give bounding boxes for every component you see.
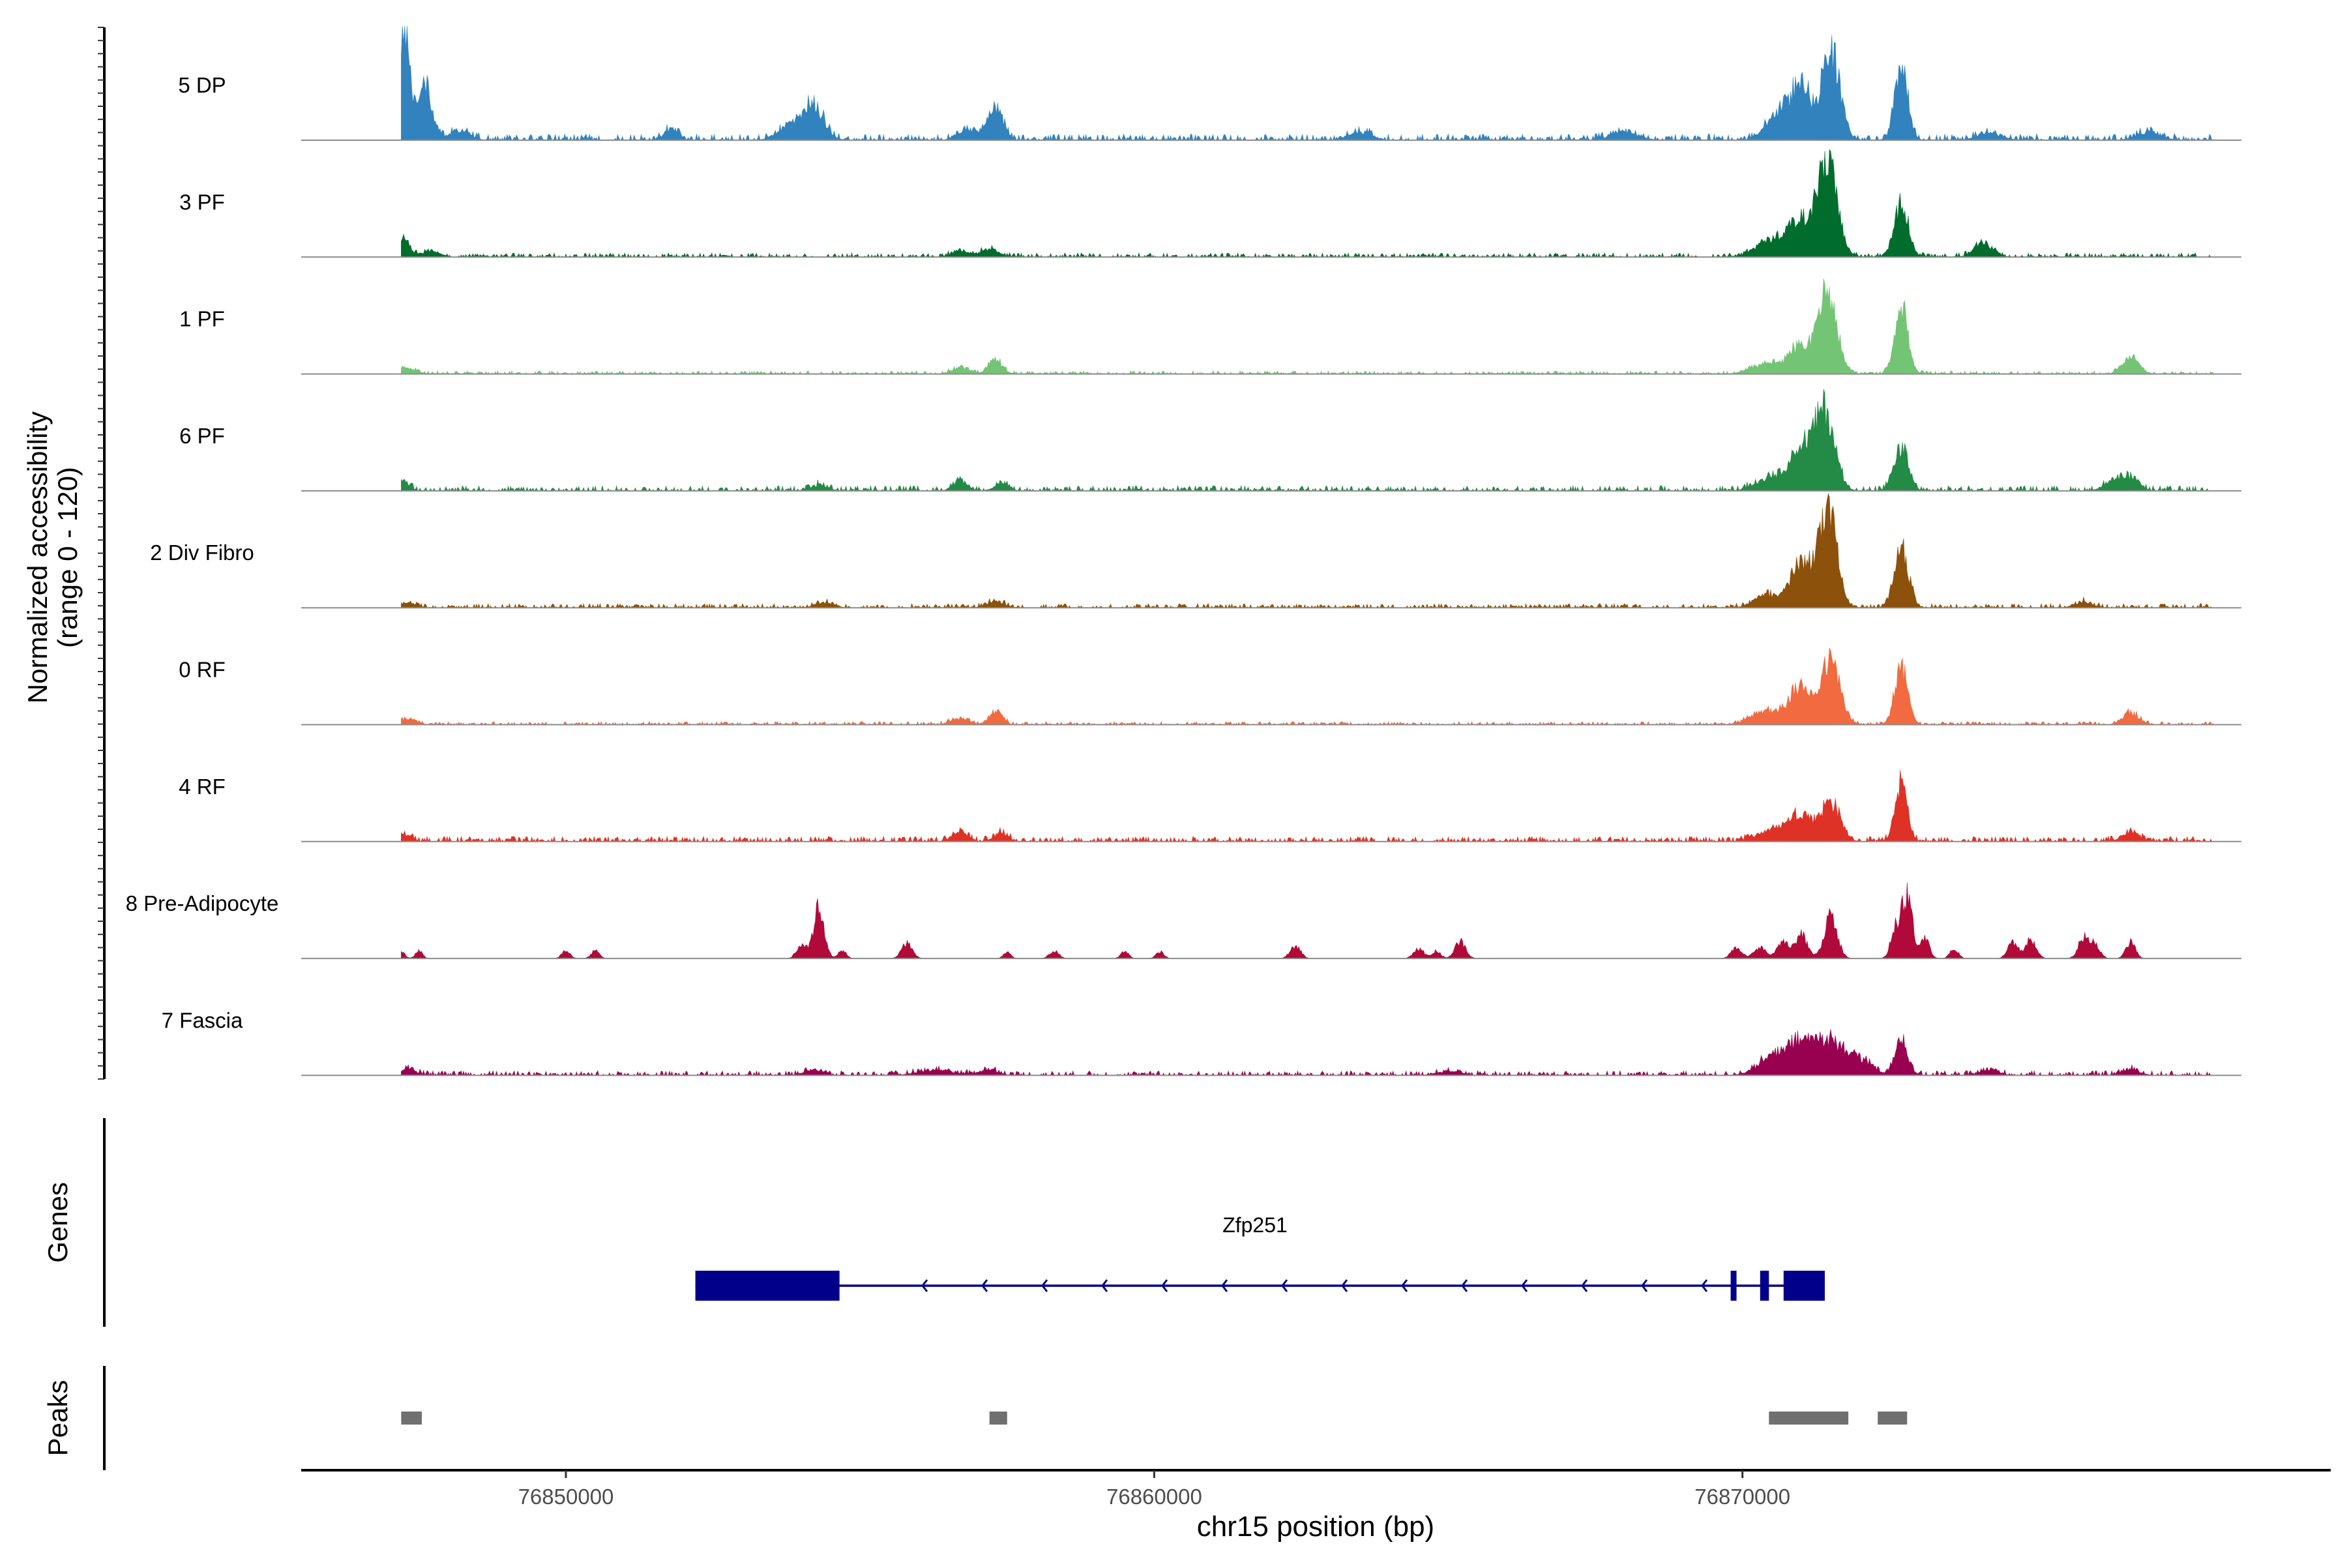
strand-arrow: [1521, 1279, 1528, 1292]
track-label: 0 RF: [179, 658, 226, 682]
coverage-area: [401, 1029, 2213, 1076]
strand-arrow: [1041, 1279, 1048, 1292]
strand-arrow: [1161, 1279, 1168, 1292]
strand-arrow: [1101, 1279, 1108, 1292]
track-label: 7 Fascia: [162, 1008, 243, 1032]
strand-arrow: [1221, 1279, 1228, 1292]
x-tick-label: 76860000: [1106, 1485, 1202, 1509]
track-label: 8 Pre-Adipocyte: [126, 891, 279, 915]
gene-exon: [695, 1271, 840, 1301]
track-5-dp: 5 DP: [178, 25, 2241, 141]
coverage-area: [401, 770, 2213, 842]
y-axis: [98, 27, 106, 1080]
gene-exon: [1783, 1271, 1825, 1301]
peak-region: [1769, 1412, 1849, 1425]
x-axis-title: chr15 position (bp): [1197, 1511, 1434, 1543]
strand-arrow: [981, 1279, 988, 1292]
track-4-rf: 4 RF: [179, 770, 2241, 842]
strand-arrow: [921, 1279, 928, 1292]
track-1-pf: 1 PF: [179, 278, 2241, 375]
strand-arrow: [1461, 1279, 1468, 1292]
strand-arrow: [1581, 1279, 1588, 1292]
x-tick-label: 76870000: [1694, 1485, 1790, 1509]
gene-exon: [1760, 1271, 1769, 1301]
strand-arrow: [1401, 1279, 1408, 1292]
y-axis-label-line2: (range 0 - 120): [52, 467, 83, 648]
coverage-area: [401, 882, 2213, 959]
track-label: 6 PF: [179, 424, 225, 448]
track-3-pf: 3 PF: [179, 149, 2241, 258]
peak-region: [1878, 1412, 1908, 1425]
gene-track: Zfp251: [695, 1213, 1825, 1301]
coverage-area: [401, 493, 2213, 609]
coverage-area: [401, 149, 2213, 258]
track-6-pf: 6 PF: [179, 389, 2241, 492]
peaks-track: [401, 1412, 1908, 1425]
strand-arrow: [1341, 1279, 1348, 1292]
peak-region: [989, 1412, 1007, 1425]
track-label: 3 PF: [179, 190, 225, 214]
peaks-label: Peaks: [42, 1380, 73, 1457]
peak-region: [401, 1412, 422, 1425]
track-label: 4 RF: [179, 775, 226, 799]
track-0-rf: 0 RF: [179, 647, 2241, 726]
gene-exon: [1730, 1271, 1737, 1301]
coverage-area: [401, 278, 2213, 375]
track-8-pre-adipocyte: 8 Pre-Adipocyte: [126, 882, 2241, 960]
coverage-area: [401, 389, 2213, 492]
strand-arrow: [1641, 1279, 1648, 1292]
strand-arrow: [1701, 1279, 1708, 1292]
track-label: 2 Div Fibro: [150, 540, 254, 565]
track-label: 5 DP: [178, 73, 226, 97]
y-axis-label-line1: Normalized accessibility: [22, 411, 53, 703]
x-tick-label: 76850000: [518, 1485, 614, 1509]
gene-name: Zfp251: [1222, 1213, 1288, 1237]
genes-label: Genes: [42, 1182, 73, 1263]
coverage-tracks: 5 DP 3 PF 1 PF 6 PF 2 Div Fibro 0 RF 4 RF 8 Pre…: [126, 25, 2241, 1076]
x-axis-ticks: 76850000 76860000 76870000: [518, 1470, 1790, 1509]
strand-arrow: [1281, 1279, 1288, 1292]
track-label: 1 PF: [179, 307, 225, 331]
track-7-fascia: 7 Fascia: [162, 1008, 2241, 1076]
coverage-area: [401, 25, 2213, 141]
coverage-area: [401, 647, 2213, 726]
track-2-div-fibro: 2 Div Fibro: [150, 493, 2241, 609]
